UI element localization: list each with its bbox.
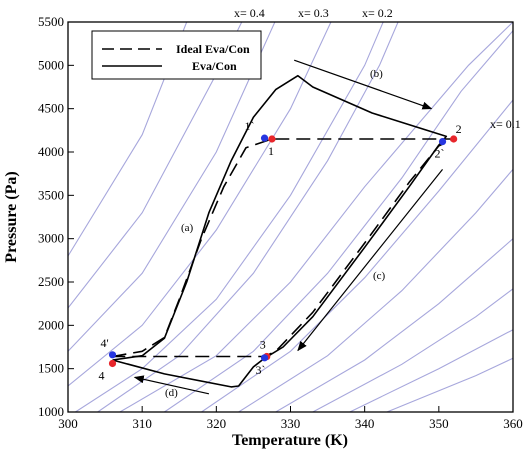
isoline-2 [75,22,384,412]
state-point-7 [108,351,117,359]
state-point-6 [108,359,117,368]
state-point-3 [438,138,447,146]
y-tick-label-2: 2000 [38,317,64,332]
y-tick-label-9: 5500 [38,14,64,29]
y-tick-label-7: 4500 [38,101,64,116]
direction-arrow-2 [133,375,210,395]
isoline-7 [238,168,513,412]
x-tick-label-4: 340 [355,416,375,431]
isoline-8 [275,238,513,412]
y-axis-ticks: 1000 1500 2000 2500 3000 3500 4000 4500 5000 5500 [38,14,74,419]
direction-arrows [133,59,444,395]
isoline-label-0: x= 0.4 [234,6,265,20]
state-point-label-5: 3` [256,363,266,377]
state-point-label-1: 1` [245,119,255,133]
legend-label-ideal: Ideal Eva/Con [176,42,250,56]
segment-label-c: (c) [373,270,386,282]
isoline-label-3: x= 0.1 [490,117,521,131]
x-tick-label-2: 320 [207,416,227,431]
legend: Ideal Eva/Con Eva/Con [91,30,262,80]
state-point-label-6: 4 [99,368,105,382]
legend-label-actual: Eva/Con [192,59,237,73]
legend-box [91,30,262,80]
state-point-label-0: 1 [268,144,274,158]
segment-label-a: (a) [181,222,194,234]
isoline-1 [68,22,332,387]
cycle-series [112,74,455,388]
isoline-11 [386,357,513,412]
x-axis-title: Temperature (K) [232,432,348,449]
segment-label-d: (d) [165,387,178,399]
y-tick-label-6: 4000 [38,144,64,159]
isoline-9 [312,288,513,412]
state-point-5 [260,354,269,362]
isoline-4 [97,22,399,412]
y-tick-label-8: 5000 [38,57,64,72]
y-tick-label-3: 2500 [38,274,64,289]
state-point-label-7: 4' [101,336,109,350]
y-tick-label-4: 3000 [38,231,64,246]
state-point-label-2: 2 [456,122,462,136]
state-point-1 [260,134,269,142]
x-tick-label-6: 360 [503,416,523,431]
series-eva-con [112,74,448,388]
state-point-2 [450,135,458,143]
y-axis-title: Pressure (Pa) [3,171,20,262]
y-tick-label-1: 1500 [38,361,64,376]
isoline-3 [119,22,513,412]
x-axis-ticks: 300 310 320 330 340 350 360 [58,406,523,431]
isoline-5 [164,30,513,412]
y-tick-label-0: 1000 [38,404,64,419]
state-point-label-4: 3 [260,338,266,352]
isoline-label-1: x= 0.3 [298,6,329,20]
isoline-10 [349,329,513,412]
segment-label-b: (b) [370,68,383,80]
y-tick-label-5: 3500 [38,187,64,202]
direction-arrow-1 [297,168,444,352]
isoline-6 [201,99,513,412]
x-tick-label-5: 350 [429,416,449,431]
state-point-label-3: 2` [435,147,445,161]
state-points [108,134,458,368]
x-tick-label-3: 330 [281,416,301,431]
state-point-0 [268,135,276,143]
state-point-labels: 1 1` 2 2` 3 3` 4 4' [99,119,462,382]
x-tick-label-1: 310 [132,416,152,431]
direction-arrow-0 [294,59,433,110]
isoline-label-2: x= 0.2 [362,6,393,20]
x-tick-label-0: 300 [58,416,78,431]
